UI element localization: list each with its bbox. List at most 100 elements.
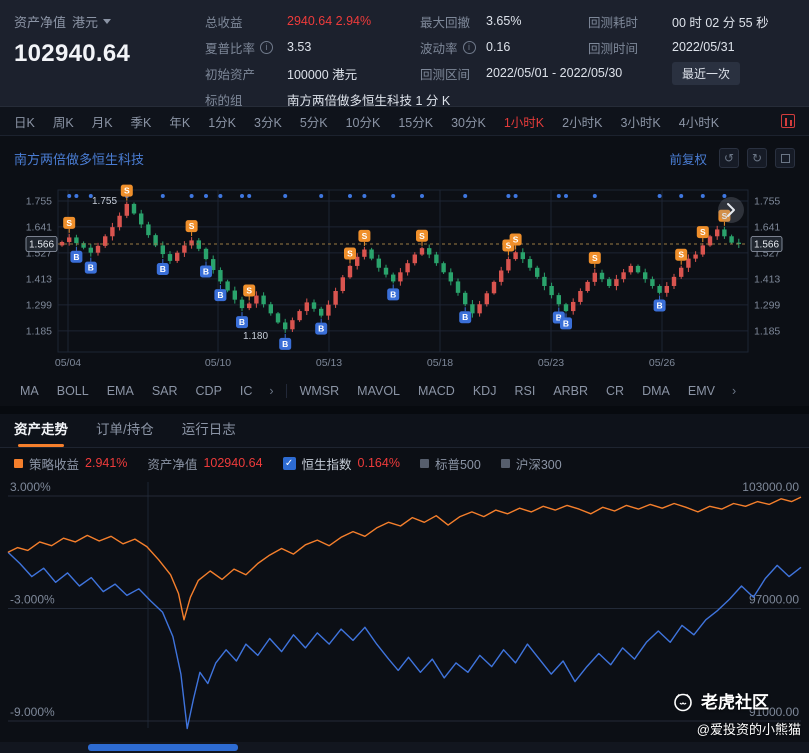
stat-label: 总收益 — [205, 15, 243, 30]
sell-marker[interactable]: S — [509, 233, 522, 250]
indicator-MAVOL[interactable]: MAVOL — [357, 384, 401, 398]
high-annotation: 1.755 — [92, 196, 117, 207]
kline-period-bar: 日K 周K 月K 季K 年K 1分K 3分K 5分K 10分K 15分K 30分K 1小时K 2小时K 3… — [0, 106, 809, 136]
period-tab-5分K[interactable]: 5分K — [299, 115, 328, 130]
svg-text:1.566: 1.566 — [754, 240, 779, 251]
adjust-mode-link[interactable]: 前复权 — [669, 152, 707, 167]
svg-text:S: S — [189, 221, 195, 231]
sell-marker[interactable]: S — [344, 247, 356, 264]
currency-selector[interactable]: 港元 — [72, 12, 112, 31]
buy-marker[interactable]: B — [315, 318, 328, 335]
buy-marker[interactable]: B — [236, 312, 248, 329]
fullscreen-icon[interactable] — [775, 148, 795, 168]
performance-line-chart[interactable]: 3.000% 103000.00 -3.000% 97000.00 -9.000% 910… — [0, 478, 809, 746]
period-tab-30分K[interactable]: 30分K — [451, 115, 486, 130]
undo-icon[interactable] — [719, 148, 739, 168]
period-tab-1小时K[interactable]: 1小时K — [503, 115, 545, 130]
indicator-SAR[interactable]: SAR — [151, 384, 178, 398]
info-icon[interactable] — [462, 40, 476, 54]
series-恒生指数 — [7, 551, 802, 730]
indicator-ARBR[interactable]: ARBR — [553, 384, 589, 398]
signal-dot — [513, 194, 518, 198]
indicator-CDP[interactable]: CDP — [195, 384, 222, 398]
horizontal-scrollbar[interactable] — [0, 742, 809, 753]
buy-marker[interactable]: B — [560, 313, 572, 330]
buy-marker[interactable]: B — [459, 307, 472, 324]
sell-marker[interactable]: S — [358, 229, 371, 246]
period-tab-3小时K[interactable]: 3小时K — [620, 115, 661, 130]
sell-marker[interactable]: S — [120, 184, 133, 201]
svg-text:S: S — [419, 231, 425, 241]
scroll-right-button[interactable] — [718, 197, 744, 223]
period-tab-月K[interactable]: 月K — [91, 115, 113, 130]
sell-marker[interactable]: S — [63, 216, 76, 233]
indicator-EMA[interactable]: EMA — [106, 384, 134, 398]
current-price-tag: 1.566 — [25, 236, 58, 252]
indicator-MACD[interactable]: MACD — [418, 384, 455, 398]
buy-marker[interactable]: B — [84, 257, 97, 274]
legend-标普500[interactable]: 标普500 — [419, 454, 481, 473]
current-price-tag: 1.566 — [750, 236, 783, 252]
legend-资产净值[interactable]: 资产净值 102940.64 — [147, 454, 262, 473]
period-tab-4小时K[interactable]: 4小时K — [678, 115, 720, 130]
svg-text:S: S — [678, 250, 684, 260]
svg-text:S: S — [722, 211, 728, 221]
buy-marker[interactable]: B — [156, 258, 169, 275]
info-icon[interactable] — [260, 40, 274, 54]
stat-label: 回测时间 — [588, 41, 639, 56]
legend-沪深300[interactable]: 沪深300 — [500, 454, 562, 473]
legend-恒生指数[interactable]: 恒生指数 0.164% — [282, 454, 400, 473]
period-tab-3分K[interactable]: 3分K — [254, 115, 282, 130]
indicator-KDJ[interactable]: KDJ — [472, 384, 497, 398]
period-tab-10分K[interactable]: 10分K — [345, 115, 381, 130]
period-tab-日K[interactable]: 日K — [14, 115, 35, 130]
buy-marker[interactable]: B — [387, 284, 400, 301]
tab-运行日志[interactable]: 运行日志 — [181, 422, 236, 437]
indicator-CR[interactable]: CR — [606, 384, 625, 398]
more-indicators-icon[interactable]: › — [269, 384, 274, 398]
stat-label: 回测区间 — [420, 67, 471, 82]
sell-marker[interactable]: S — [243, 284, 256, 301]
buy-marker[interactable]: B — [214, 285, 227, 302]
checkbox-icon[interactable] — [282, 456, 296, 470]
legend-label: 恒生指数 — [301, 457, 352, 472]
sell-marker[interactable]: S — [588, 251, 601, 268]
indicator-RSI[interactable]: RSI — [514, 384, 536, 398]
buy-marker[interactable]: B — [653, 295, 666, 312]
stat-value: 0.16 — [486, 40, 511, 54]
sell-marker[interactable]: S — [416, 229, 428, 246]
indicator-DMA[interactable]: DMA — [642, 384, 670, 398]
legend-策略收益[interactable]: 策略收益 2.941% — [14, 454, 127, 473]
redo-icon[interactable] — [747, 148, 767, 168]
scrollbar-thumb[interactable] — [88, 744, 238, 751]
period-tab-2小时K[interactable]: 2小时K — [562, 115, 603, 130]
svg-text:05/23: 05/23 — [538, 357, 564, 369]
indicator-MA[interactable]: MA — [20, 384, 39, 398]
signal-dot — [506, 194, 511, 198]
tab-订单/持仓[interactable]: 订单/持仓 — [96, 422, 154, 437]
kline-style-icon[interactable] — [781, 114, 795, 128]
buy-marker[interactable]: B — [279, 333, 292, 350]
sell-marker[interactable]: S — [675, 248, 688, 265]
period-tab-15分K[interactable]: 15分K — [398, 115, 434, 130]
sell-marker[interactable]: S — [696, 226, 709, 243]
period-tab-1分K[interactable]: 1分K — [208, 115, 237, 130]
period-tab-季K[interactable]: 季K — [130, 115, 152, 130]
indicator-BOLL[interactable]: BOLL — [56, 384, 89, 398]
symbol-link[interactable]: 南方两倍做多恒生科技 — [14, 152, 145, 167]
recent-run-selector[interactable]: 最近一次 — [672, 61, 741, 85]
indicator-WMSR[interactable]: WMSR — [299, 384, 340, 398]
indicator-IC[interactable]: IC — [239, 384, 253, 398]
period-tab-年K[interactable]: 年K — [169, 115, 191, 130]
period-tab-周K[interactable]: 周K — [52, 115, 74, 130]
sell-marker[interactable]: S — [718, 209, 731, 226]
indicator-EMV[interactable]: EMV — [687, 384, 715, 398]
svg-text:05/18: 05/18 — [427, 357, 453, 369]
section-divider — [0, 406, 809, 414]
more-indicators-icon[interactable]: › — [731, 384, 737, 398]
tab-资产走势[interactable]: 资产走势 — [14, 418, 68, 447]
buy-marker[interactable]: B — [70, 246, 83, 263]
buy-marker[interactable]: B — [200, 261, 212, 278]
sell-marker[interactable]: S — [185, 220, 198, 237]
